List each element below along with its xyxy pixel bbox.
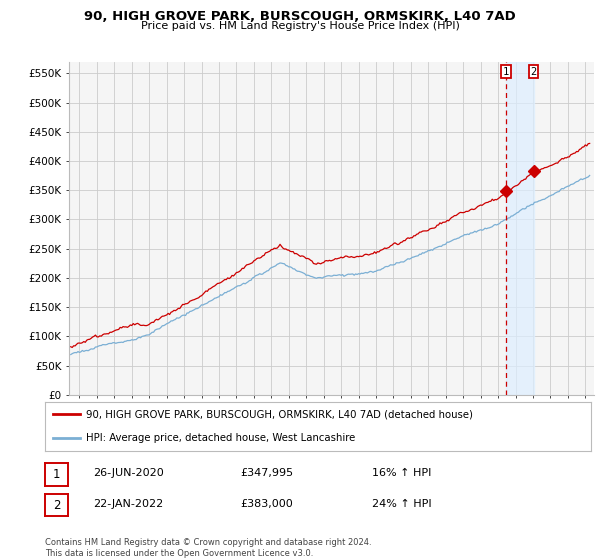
Text: £383,000: £383,000 bbox=[240, 499, 293, 509]
Text: 90, HIGH GROVE PARK, BURSCOUGH, ORMSKIRK, L40 7AD: 90, HIGH GROVE PARK, BURSCOUGH, ORMSKIRK… bbox=[84, 10, 516, 22]
Text: Price paid vs. HM Land Registry's House Price Index (HPI): Price paid vs. HM Land Registry's House … bbox=[140, 21, 460, 31]
Text: £347,995: £347,995 bbox=[240, 468, 293, 478]
Text: 26-JUN-2020: 26-JUN-2020 bbox=[93, 468, 164, 478]
Text: HPI: Average price, detached house, West Lancashire: HPI: Average price, detached house, West… bbox=[86, 433, 355, 443]
Text: 22-JAN-2022: 22-JAN-2022 bbox=[93, 499, 163, 509]
Text: 1: 1 bbox=[503, 67, 509, 77]
Text: 2: 2 bbox=[530, 67, 537, 77]
Text: 16% ↑ HPI: 16% ↑ HPI bbox=[372, 468, 431, 478]
Text: 1: 1 bbox=[53, 468, 60, 481]
Text: Contains HM Land Registry data © Crown copyright and database right 2024.
This d: Contains HM Land Registry data © Crown c… bbox=[45, 538, 371, 558]
Bar bbox=[506, 62, 533, 395]
Text: 2: 2 bbox=[53, 498, 60, 512]
Text: 24% ↑ HPI: 24% ↑ HPI bbox=[372, 499, 431, 509]
Text: 90, HIGH GROVE PARK, BURSCOUGH, ORMSKIRK, L40 7AD (detached house): 90, HIGH GROVE PARK, BURSCOUGH, ORMSKIRK… bbox=[86, 409, 473, 419]
